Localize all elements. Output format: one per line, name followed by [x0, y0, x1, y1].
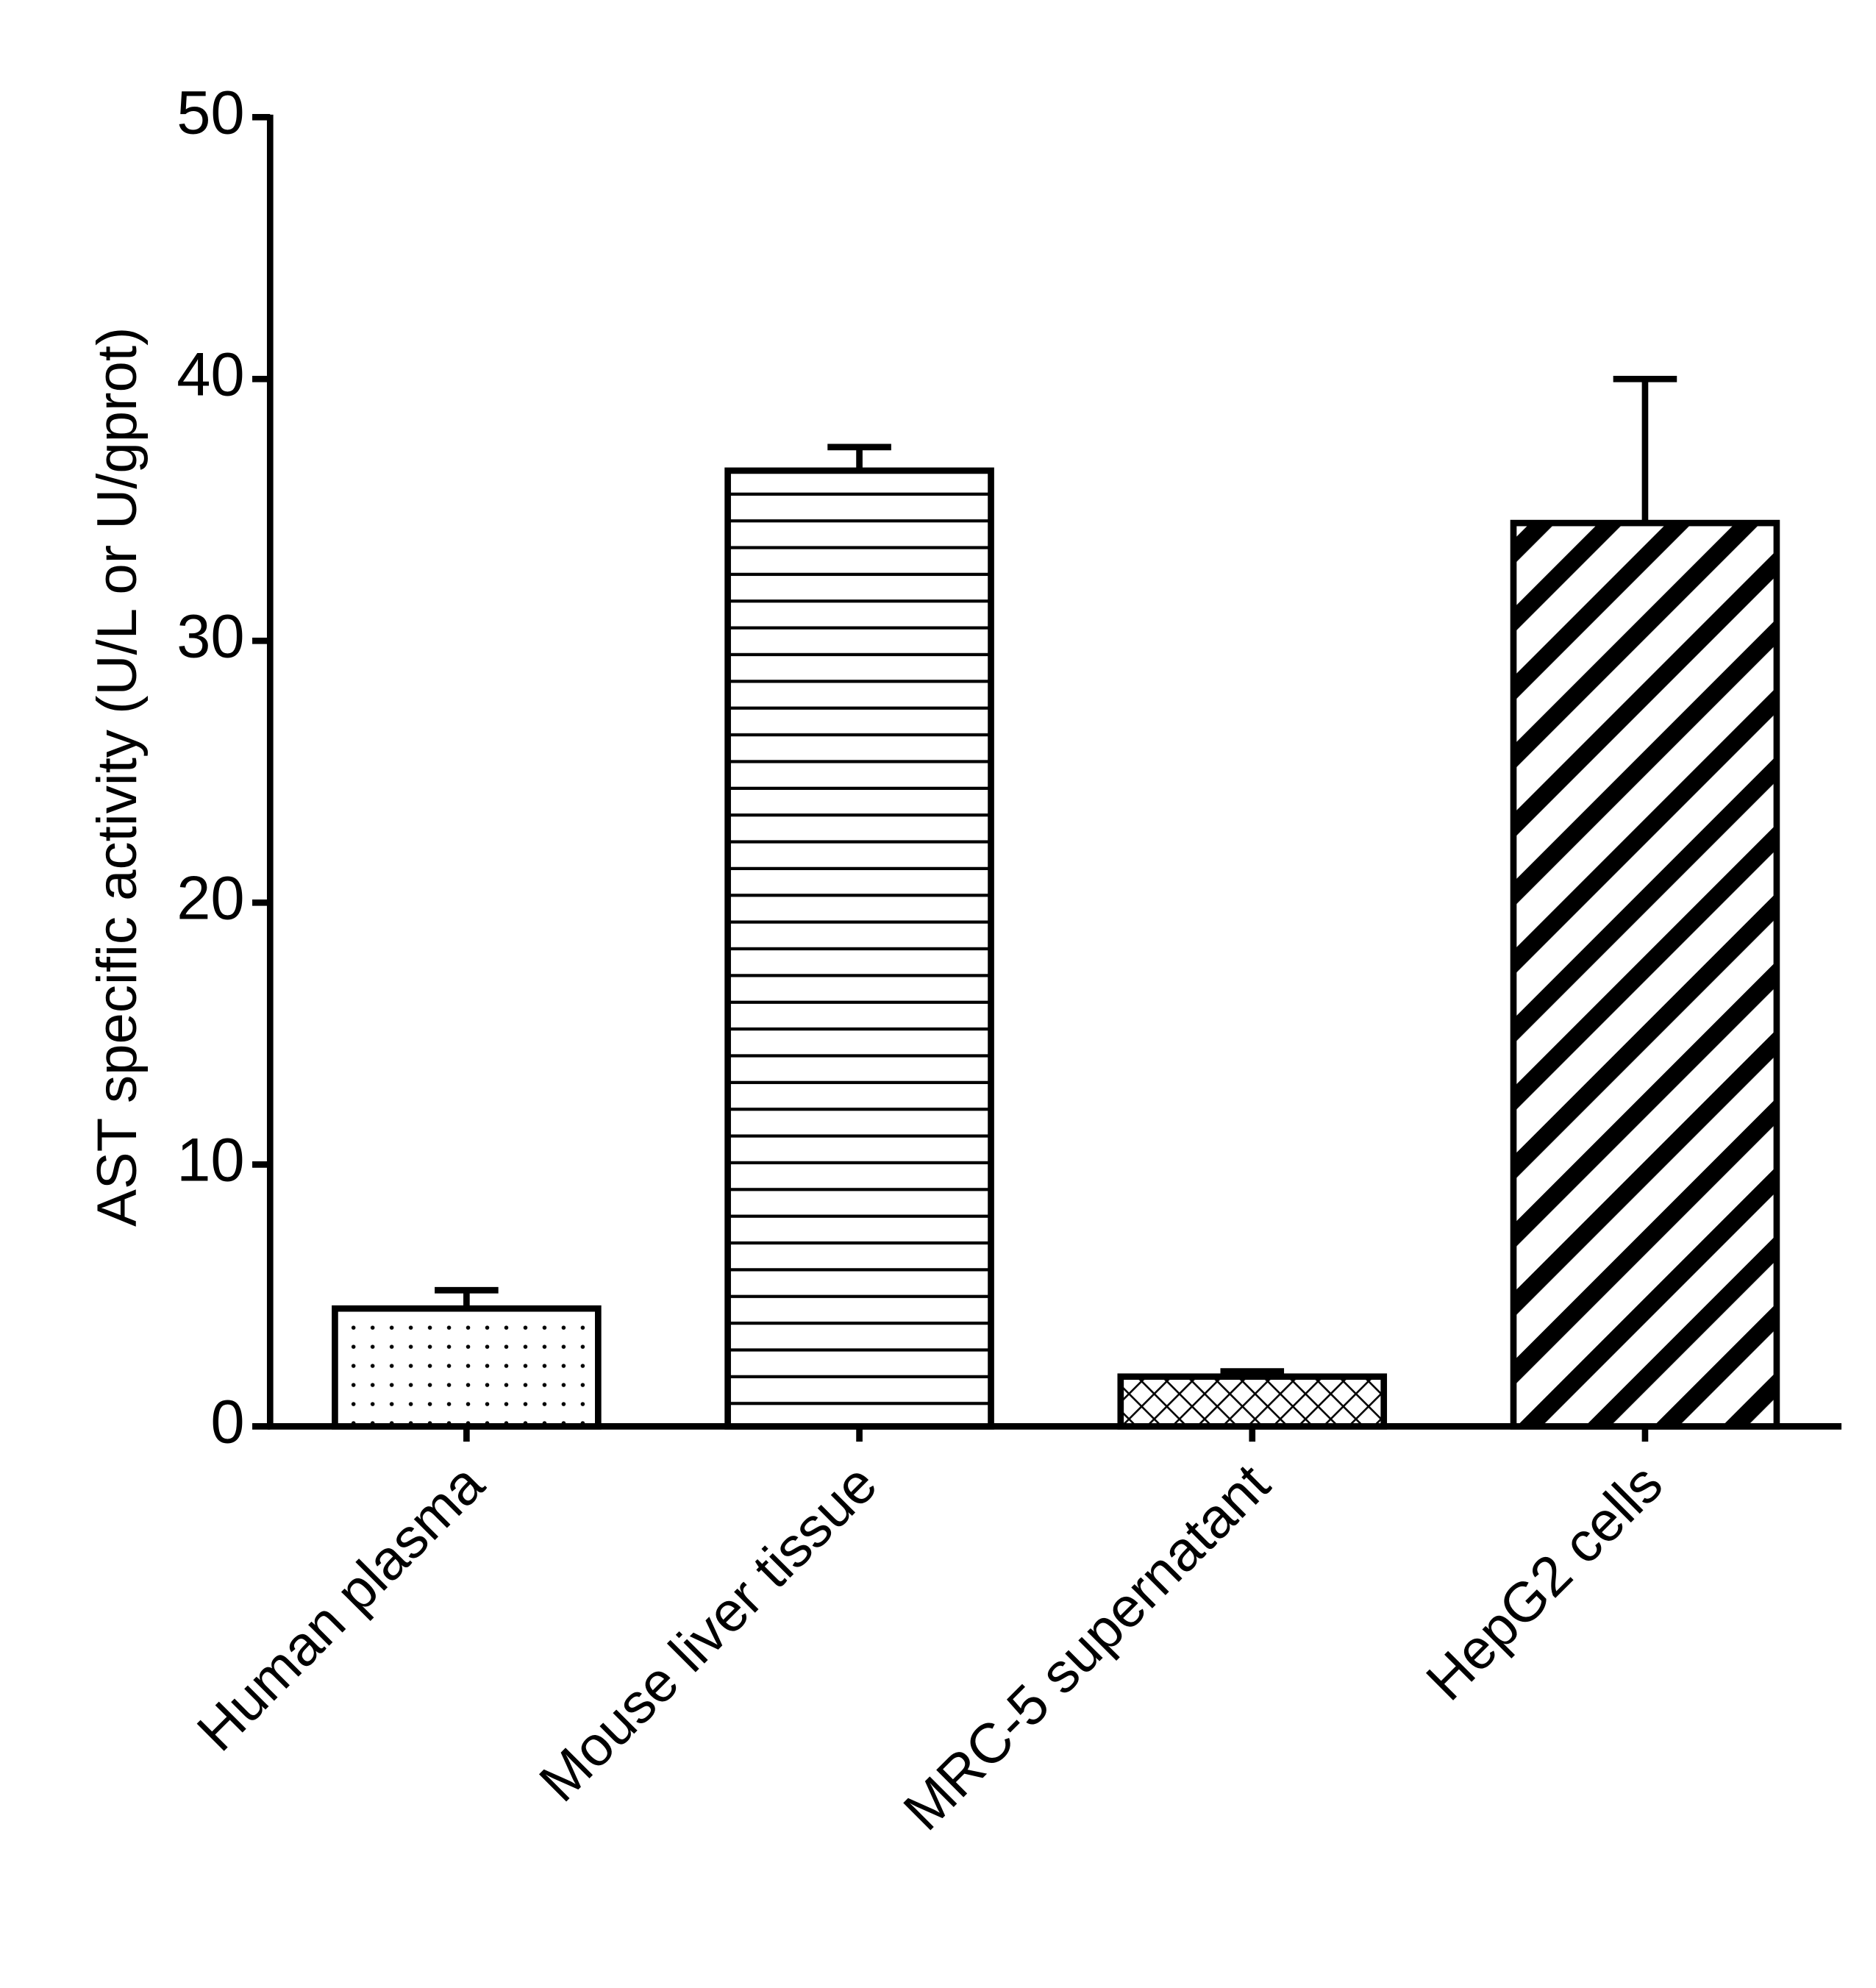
- bar: [1117, 1373, 1388, 1430]
- y-tick-label: 30: [176, 602, 244, 670]
- x-tick-label: Human plasma: [185, 1452, 496, 1763]
- bar: [724, 467, 994, 1430]
- bar: [1510, 519, 1780, 1430]
- y-tick-label: 0: [210, 1387, 244, 1456]
- x-tick-label: HepG2 cells: [1415, 1453, 1675, 1712]
- y-tick-label: 10: [176, 1125, 244, 1194]
- x-tick-label: Mouse liver tissue: [528, 1453, 889, 1814]
- x-tick-label: MRC-5 supernatant: [892, 1453, 1282, 1842]
- y-tick-label: 40: [176, 340, 244, 408]
- y-axis-title: AST specific activity (U/L or U/gprot): [86, 327, 149, 1227]
- y-tick-label: 20: [176, 863, 244, 932]
- y-tick-label: 50: [176, 78, 244, 146]
- bar: [332, 1305, 602, 1430]
